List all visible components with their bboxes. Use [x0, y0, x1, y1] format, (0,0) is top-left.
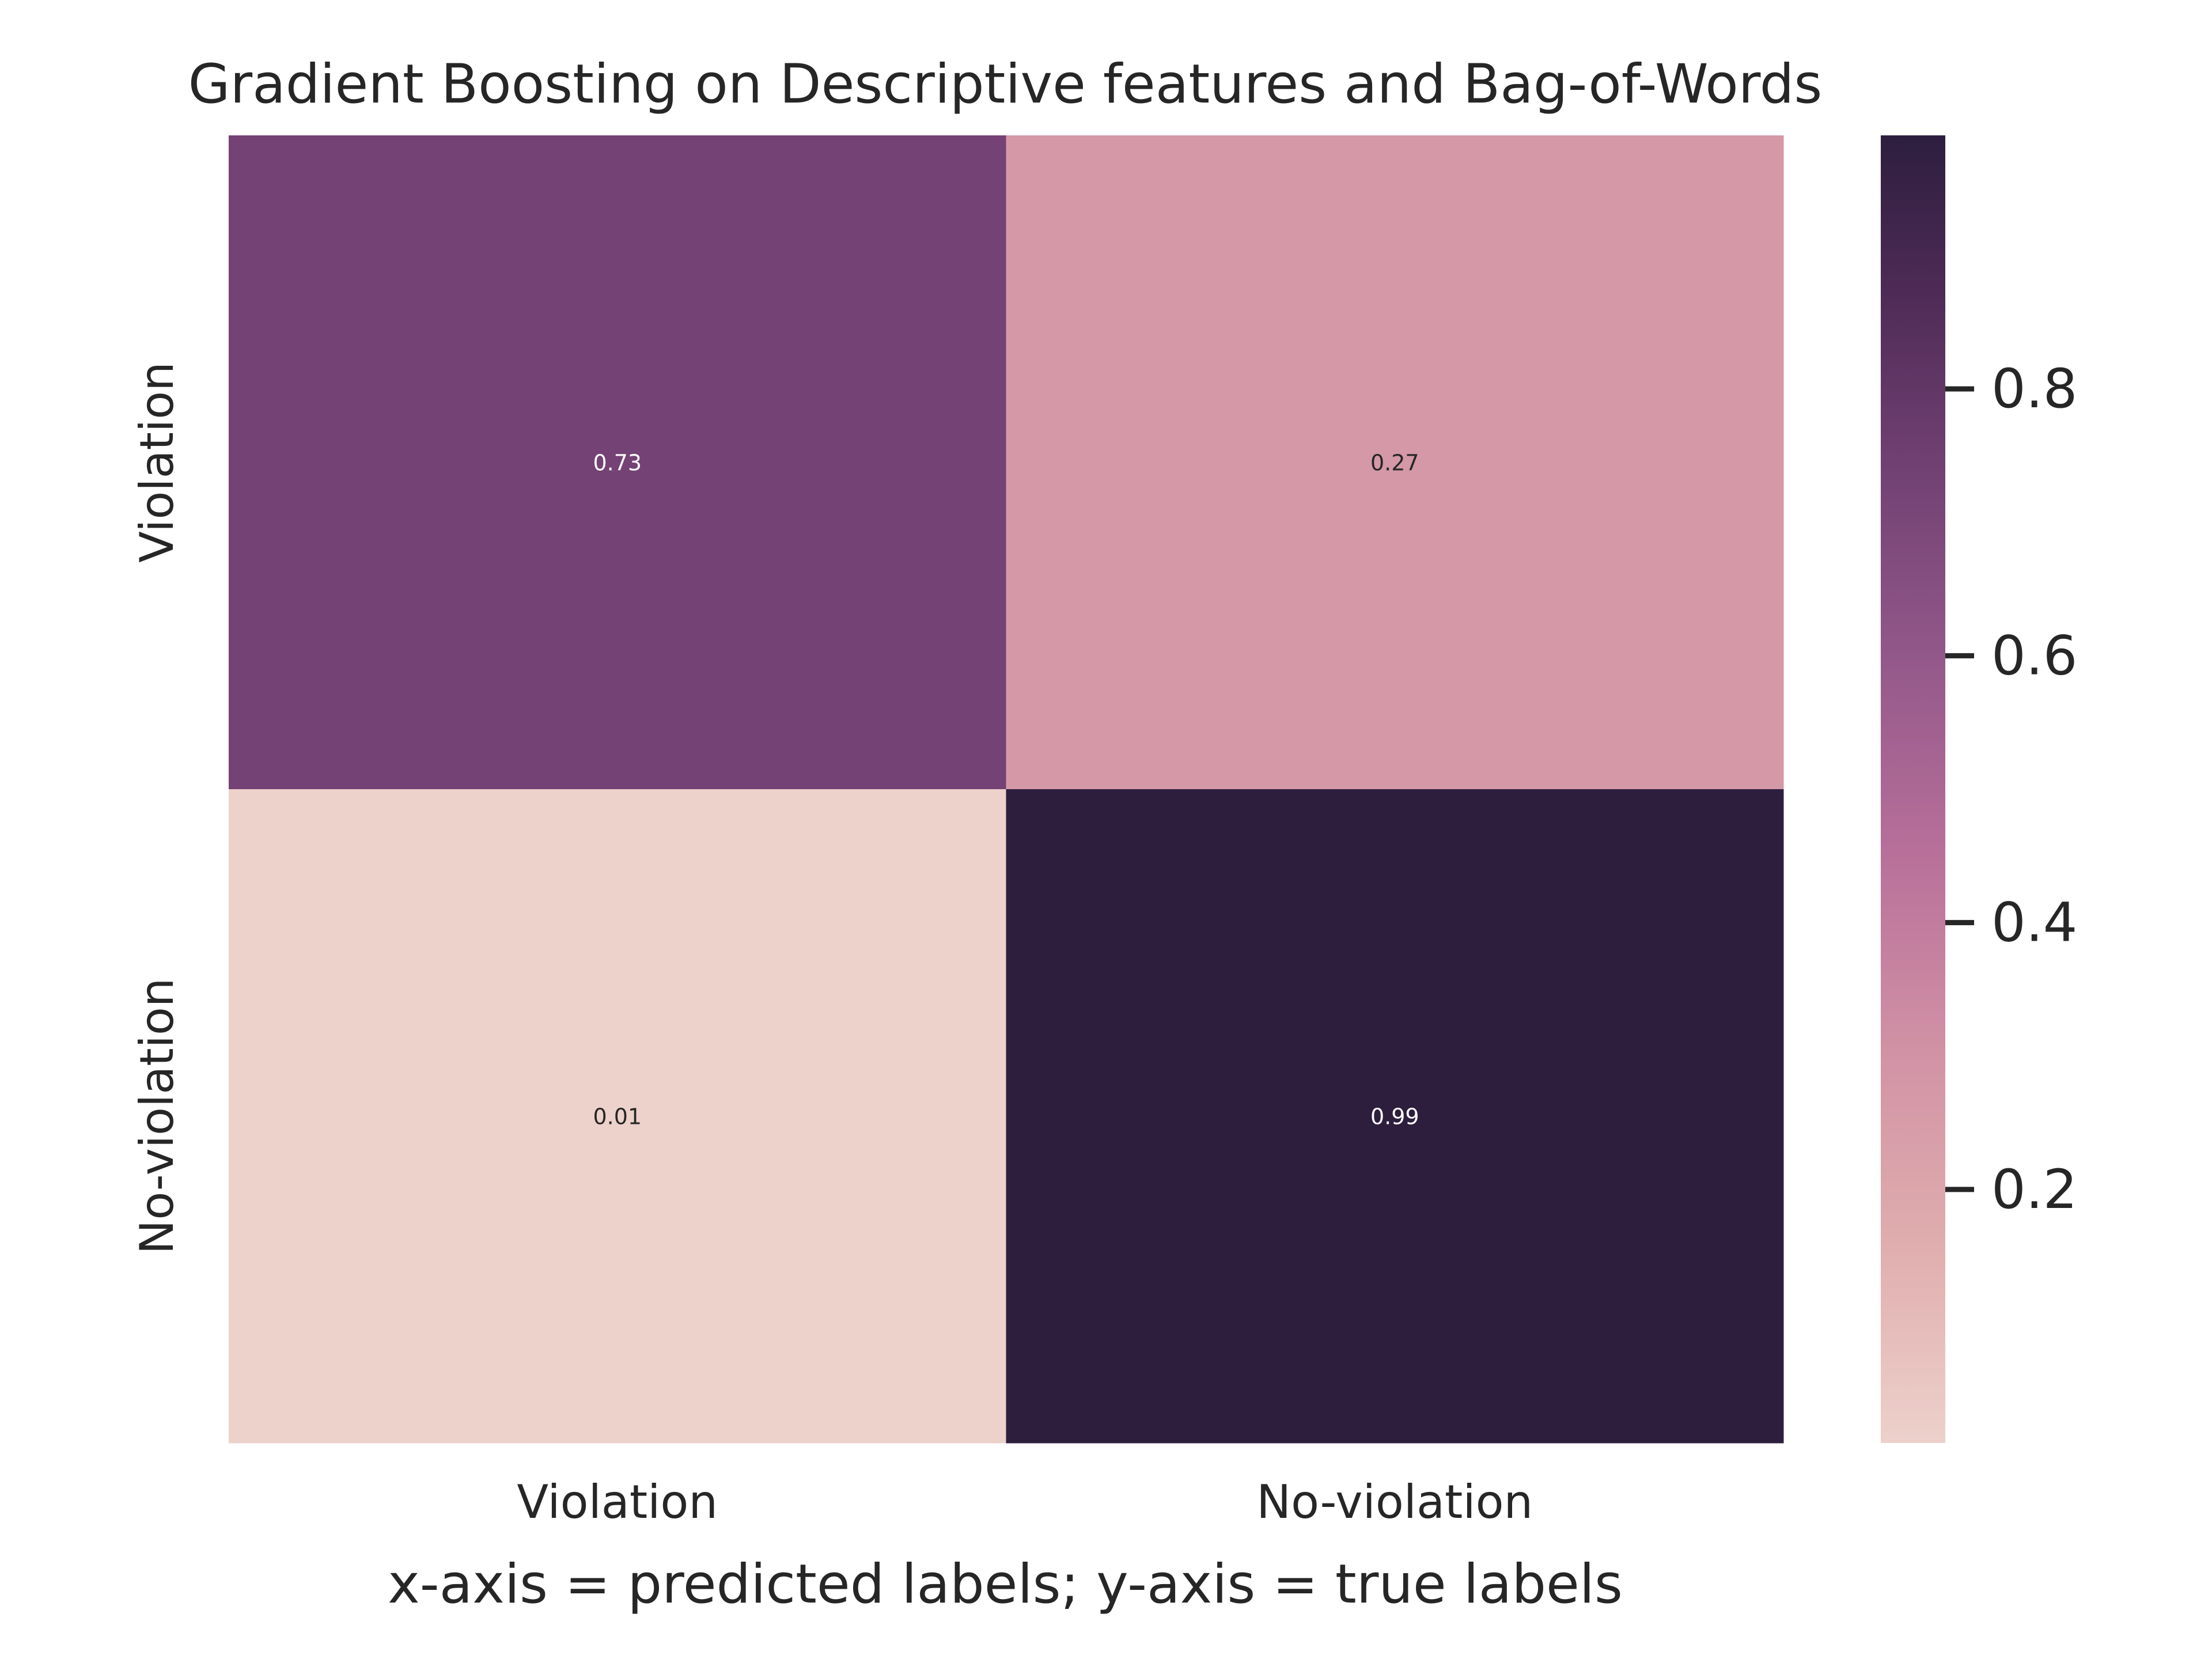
heatmap-cell-r0-c0: [229, 135, 1006, 790]
colorbar-tick-label-0: 0.2: [1991, 1158, 2078, 1221]
colorbar: 0.2 0.4 0.6 0.8: [1881, 135, 2078, 1443]
colorbar-tick-label-3: 0.8: [1991, 358, 2078, 421]
cell-value-label-r1-c1: 0.99: [1370, 1104, 1419, 1130]
x-axis-label: x-axis = predicted labels; y-axis = true…: [388, 1553, 1623, 1616]
cell-value-label-r0-c1: 0.27: [1370, 450, 1419, 476]
heatmap-cell-r0-c1: [1006, 135, 1784, 790]
heatmap-cell-r1-c0: [229, 789, 1006, 1444]
colorbar-ticks: 0.2 0.4 0.6 0.8: [1945, 358, 2078, 1221]
heatmap-cells: [229, 135, 1784, 1444]
x-tick-label-0: Violation: [517, 1475, 718, 1529]
cell-value-label-r1-c0: 0.01: [593, 1104, 642, 1130]
cell-annotations: 0.73 0.27 0.01 0.99: [593, 450, 1419, 1130]
cell-value-label-r0-c0: 0.73: [593, 450, 642, 476]
colorbar-tick-label-2: 0.6: [1991, 624, 2078, 687]
chart-title: Gradient Boosting on Descriptive feature…: [188, 53, 1823, 116]
x-tick-labels: Violation No-violation: [517, 1475, 1533, 1529]
heatmap-cell-r1-c1: [1006, 789, 1784, 1444]
y-tick-labels: Violation No-violation: [130, 362, 184, 1254]
x-tick-label-1: No-violation: [1256, 1475, 1533, 1529]
y-tick-label-1: No-violation: [130, 978, 184, 1255]
colorbar-tick-label-1: 0.4: [1991, 892, 2078, 955]
colorbar-gradient: [1881, 135, 1945, 1443]
y-tick-label-0: Violation: [130, 362, 184, 563]
